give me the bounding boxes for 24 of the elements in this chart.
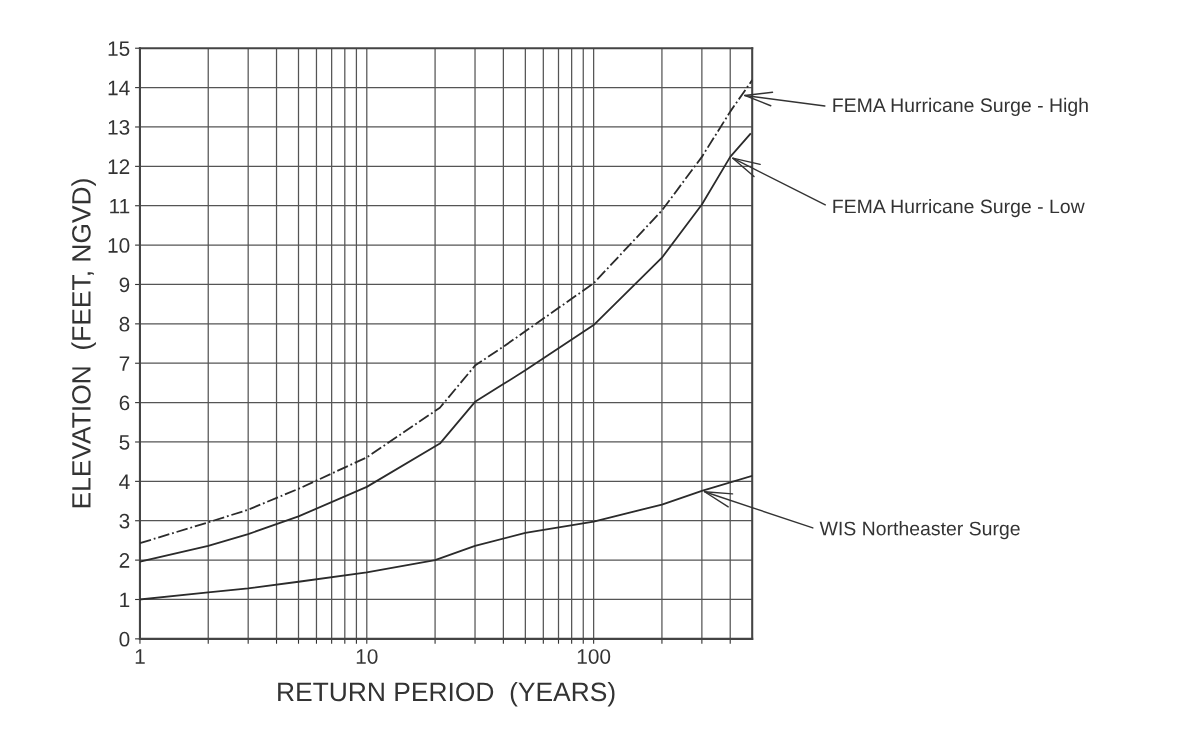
- annotation: FEMA Hurricane Surge - Low: [833, 199, 1085, 218]
- x-tick-label: 100: [577, 649, 611, 664]
- y-tick-label: 8: [119, 316, 130, 332]
- x-tick-label: 1: [135, 649, 145, 664]
- y-tick-label: 5: [119, 435, 130, 450]
- y-tick-label: 1: [120, 592, 130, 608]
- y-tick-label: 4: [119, 474, 130, 489]
- y-tick-label: 14: [108, 80, 130, 96]
- y-tick-label: 0: [119, 631, 130, 647]
- y-tick-label: 3: [119, 513, 130, 529]
- y-tick-label: 13: [108, 119, 130, 135]
- annotation: WIS Northeaster Surge: [819, 521, 1020, 540]
- y-tick-label: 2: [119, 553, 130, 568]
- y-tick-label: 15: [108, 41, 130, 56]
- y-tick-label: 10: [108, 238, 130, 253]
- annotation: FEMA Hurricane Surge - High: [833, 97, 1088, 116]
- y-tick-label: 11: [110, 198, 130, 214]
- y-axis-title: ELEVATION (FEET, NGVD): [71, 179, 96, 508]
- y-tick-label: 6: [119, 395, 130, 411]
- x-axis-title: RETURN PERIOD (YEARS): [278, 681, 615, 707]
- y-tick-label: 12: [108, 159, 130, 174]
- y-tick-label: 9: [119, 277, 130, 293]
- x-tick-label: 10: [356, 649, 378, 664]
- y-tick-label: 7: [119, 356, 130, 371]
